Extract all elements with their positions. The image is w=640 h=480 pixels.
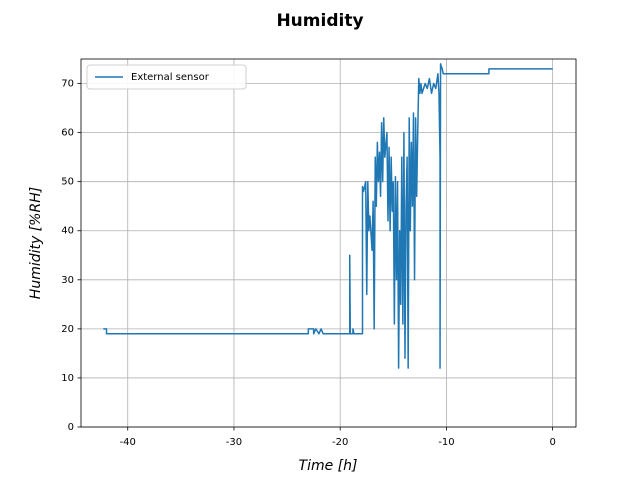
legend-box [86,64,247,90]
y-tick-label: 70 [61,79,74,90]
data-line [103,63,553,369]
y-tick-label: 0 [68,422,74,433]
y-tick-label: 60 [61,128,74,139]
x-tick-label: -10 [438,437,454,448]
plot-frame [80,58,577,428]
y-tick-label: 20 [61,324,74,335]
x-tick-label: -20 [332,437,348,448]
x-axis-label: Time [h] [299,458,358,474]
y-tick-label: 30 [61,275,74,286]
chart-title: Humidity [276,11,363,31]
y-tick-label: 10 [61,373,74,384]
y-axis-label: Humidity [%RH] [28,187,44,299]
x-tick-label: -40 [120,437,136,448]
legend-label: External sensor [131,72,210,83]
y-tick-label: 40 [61,226,74,237]
x-tick-label: 0 [549,437,555,448]
y-tick-label: 50 [61,177,74,188]
x-tick-label: -30 [226,437,242,448]
